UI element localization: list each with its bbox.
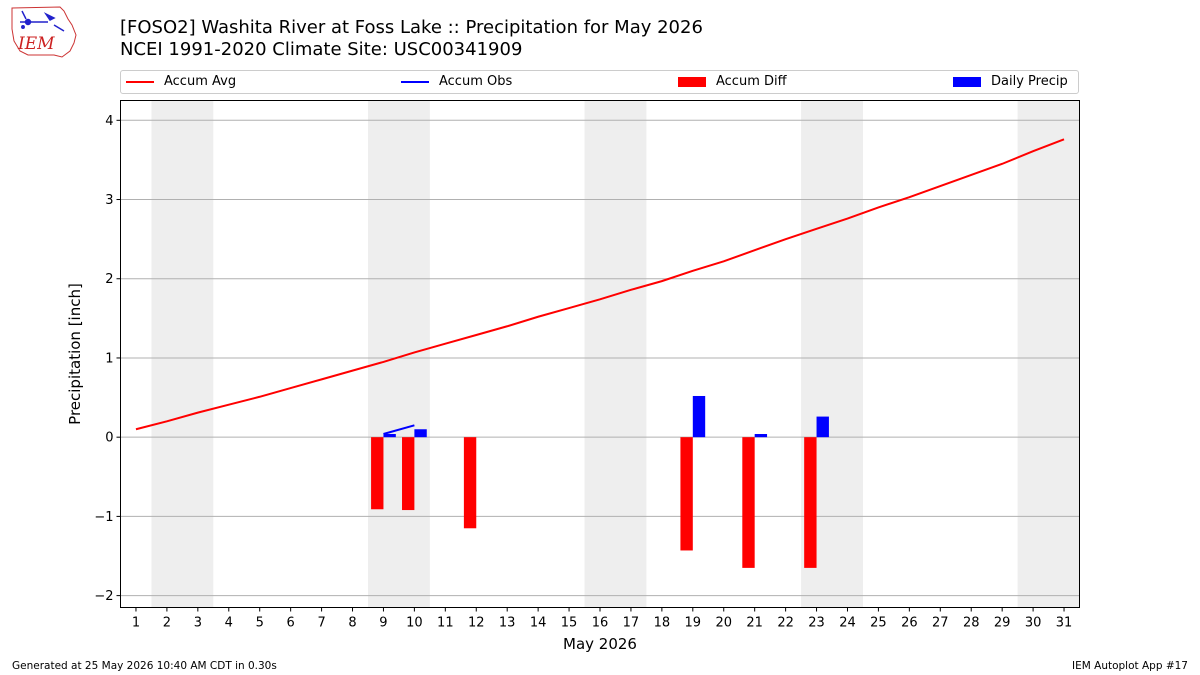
x-tick-label: 8 — [348, 616, 356, 631]
legend-label-daily-precip: Daily Precip — [991, 74, 1068, 89]
chart-title: [FOSO2] Washita River at Foss Lake :: Pr… — [120, 17, 703, 38]
weekend-shade — [584, 100, 647, 608]
x-tick-label: 22 — [777, 616, 794, 631]
daily-precip-bar — [414, 429, 427, 438]
x-tick-label: 31 — [1056, 616, 1073, 631]
y-axis-label: Precipitation [inch] — [66, 283, 84, 425]
x-tick-label: 3 — [194, 616, 202, 631]
chart-subtitle: NCEI 1991-2020 Climate Site: USC00341909 — [120, 39, 523, 60]
accum-diff-bar — [680, 437, 693, 551]
y-tick-label: −2 — [94, 589, 113, 604]
x-tick-label: 7 — [317, 616, 325, 631]
x-tick-label: 6 — [287, 616, 295, 631]
daily-precip-bar — [754, 434, 768, 438]
y-tick-label: 3 — [105, 193, 113, 208]
legend-swatch-accum-avg — [126, 80, 154, 83]
weekend-shade — [367, 100, 430, 608]
x-tick-label: 5 — [256, 616, 264, 631]
x-tick-label: 19 — [685, 616, 702, 631]
daily-precip-bar — [383, 434, 396, 438]
x-tick-label: 21 — [746, 616, 763, 631]
x-tick-label: 25 — [870, 616, 887, 631]
weekend-shade — [1017, 100, 1080, 608]
legend-label-accum-obs: Accum Obs — [439, 74, 513, 89]
x-tick-label: 1 — [132, 616, 140, 631]
generated-timestamp: Generated at 25 May 2026 10:40 AM CDT in… — [12, 660, 277, 672]
x-tick-label: 11 — [437, 616, 454, 631]
x-tick-label: 29 — [994, 616, 1011, 631]
accum-diff-bar — [371, 437, 384, 510]
x-tick-label: 26 — [901, 616, 918, 631]
weather-station-icon — [20, 10, 65, 32]
x-tick-label: 4 — [225, 616, 233, 631]
legend-item-accum-avg: Accum Avg — [126, 74, 236, 89]
x-tick-label: 30 — [1025, 616, 1042, 631]
x-tick-label: 2 — [163, 616, 171, 631]
legend-label-accum-avg: Accum Avg — [164, 74, 237, 89]
y-tick-label: 2 — [105, 272, 113, 287]
x-tick-label: 27 — [932, 616, 949, 631]
y-tick-label: 1 — [105, 351, 113, 366]
accum-obs-line — [383, 424, 415, 435]
y-tick-label: 4 — [105, 114, 113, 129]
y-tick-label: −1 — [94, 510, 113, 525]
x-tick-label: 13 — [499, 616, 516, 631]
x-tick-label: 18 — [654, 616, 671, 631]
accum-diff-bar — [402, 437, 415, 511]
x-tick-label: 12 — [468, 616, 485, 631]
autoplot-app-label: IEM Autoplot App #17 — [1072, 660, 1188, 672]
accum-avg-line — [135, 138, 1065, 431]
x-tick-label: 28 — [963, 616, 980, 631]
daily-precip-bar — [816, 416, 829, 438]
x-tick-label: 16 — [592, 616, 609, 631]
accum-diff-bar — [742, 437, 755, 568]
x-tick-label: 9 — [379, 616, 387, 631]
daily-precip-bar — [692, 395, 706, 438]
legend-item-accum-obs: Accum Obs — [401, 74, 512, 89]
weekend-shade — [151, 100, 214, 608]
iem-logo: IEM — [11, 6, 77, 58]
legend-swatch-daily-precip — [953, 76, 981, 87]
legend-item-accum-diff: Accum Diff — [678, 74, 787, 89]
legend-item-daily-precip: Daily Precip — [953, 74, 1068, 89]
x-tick-label: 20 — [715, 616, 732, 631]
x-tick-label: 14 — [530, 616, 547, 631]
accum-diff-bar — [463, 437, 477, 529]
logo-text: IEM — [17, 34, 55, 54]
x-tick-label: 10 — [406, 616, 423, 631]
x-tick-label: 15 — [561, 616, 578, 631]
x-tick-label: 23 — [808, 616, 825, 631]
chart-legend: Accum Avg Accum Obs Accum Diff Daily Pre… — [120, 70, 1079, 94]
legend-swatch-accum-obs — [401, 80, 429, 83]
legend-label-accum-diff: Accum Diff — [716, 74, 787, 89]
y-tick-label: 0 — [105, 431, 113, 446]
x-tick-label: 17 — [623, 616, 640, 631]
x-tick-label: 24 — [839, 616, 856, 631]
legend-swatch-accum-diff — [678, 76, 706, 87]
accum-diff-bar — [804, 437, 817, 568]
x-axis-label: May 2026 — [563, 635, 637, 653]
